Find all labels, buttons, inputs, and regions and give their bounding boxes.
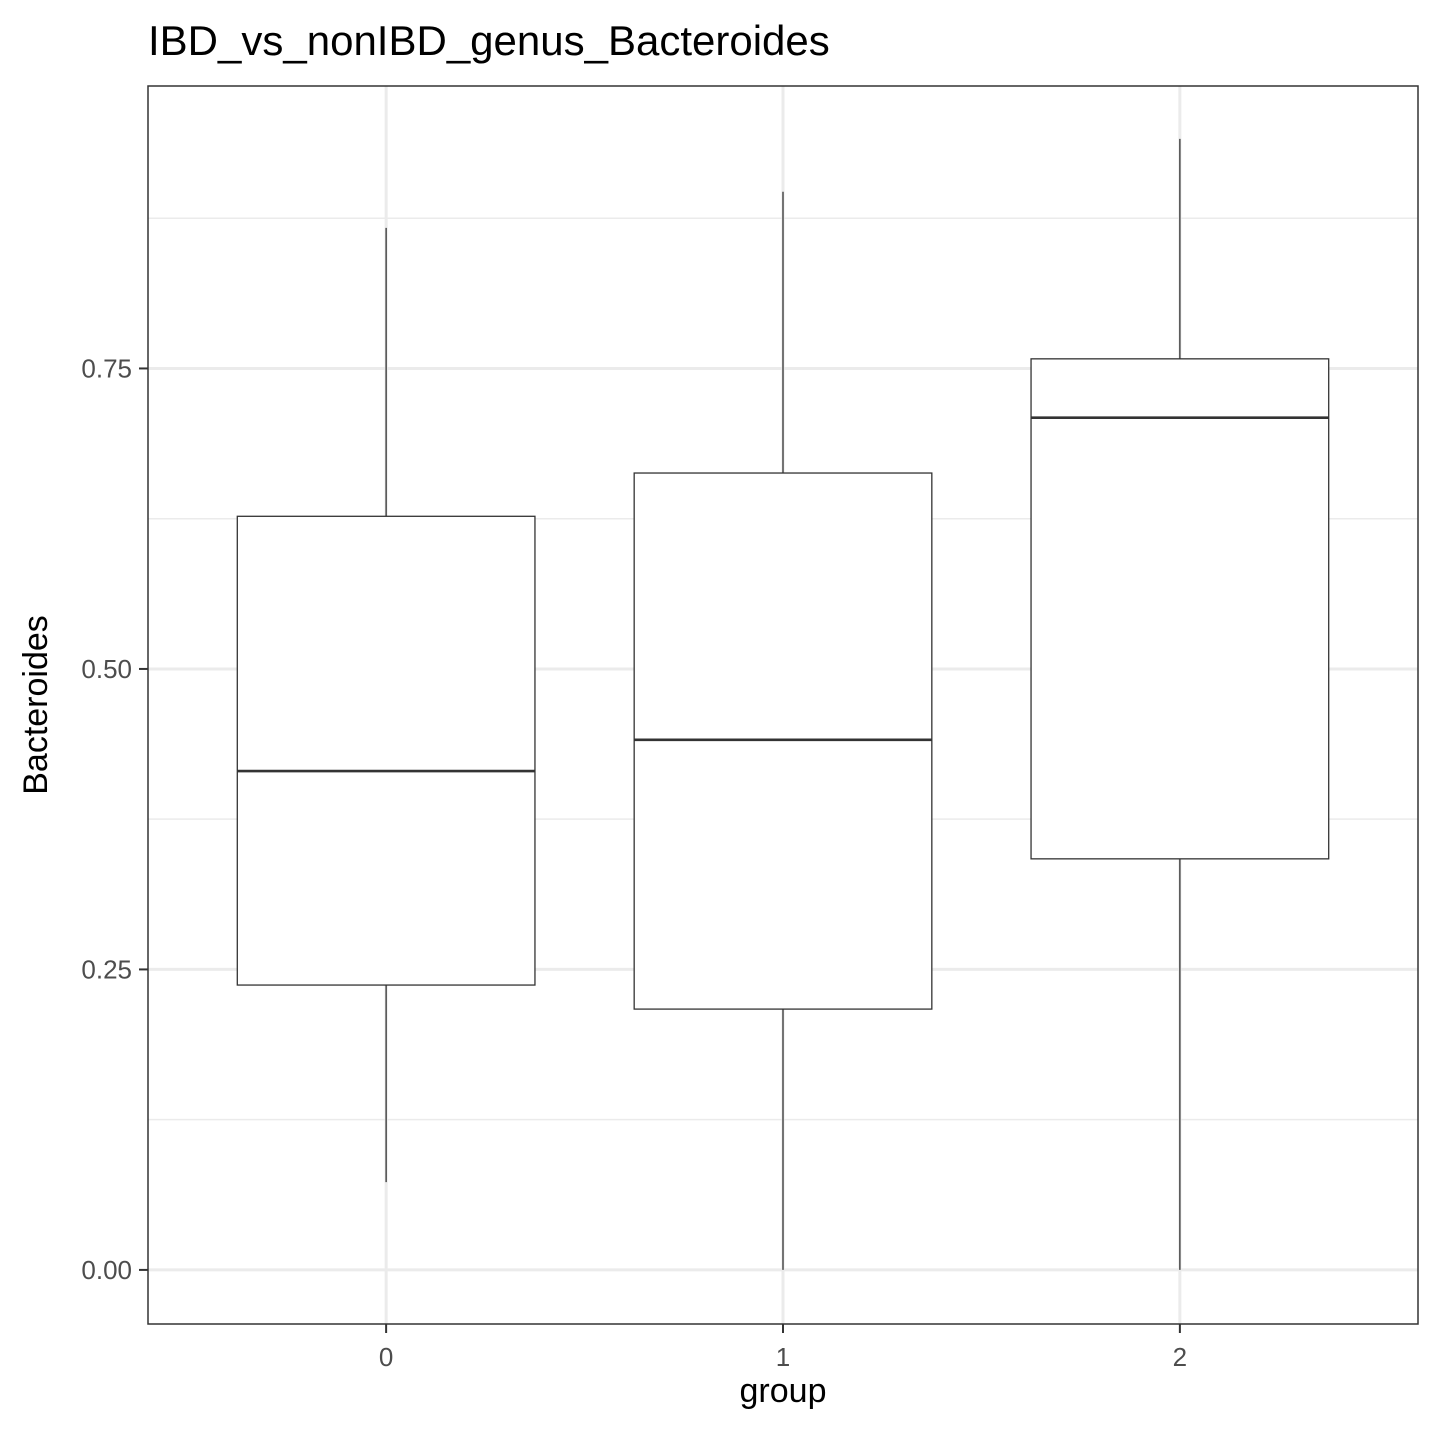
y-axis: 0.00 0.25 0.50 0.75 [81,353,148,1285]
x-axis-title: group [740,1372,827,1410]
x-tick-label: 0 [379,1342,393,1372]
chart-title: IBD_vs_nonIBD_genus_Bacteroides [148,17,830,64]
x-tick-label: 1 [776,1342,790,1372]
y-tick-label: 0.25 [81,954,132,984]
box-group-2 [1030,138,1330,1270]
y-tick-label: 0.50 [81,654,132,684]
y-tick-label: 0.75 [81,353,132,383]
box-group-0 [236,227,536,1183]
x-axis: 0 1 2 [379,1324,1187,1372]
box-plots [236,138,1330,1270]
x-tick-label: 2 [1173,1342,1187,1372]
iqr-box [236,515,536,986]
y-tick-label: 0.00 [81,1255,132,1285]
iqr-box [1030,358,1330,860]
y-axis-title: Bacteroides [17,615,55,795]
box-group-1 [633,191,933,1270]
